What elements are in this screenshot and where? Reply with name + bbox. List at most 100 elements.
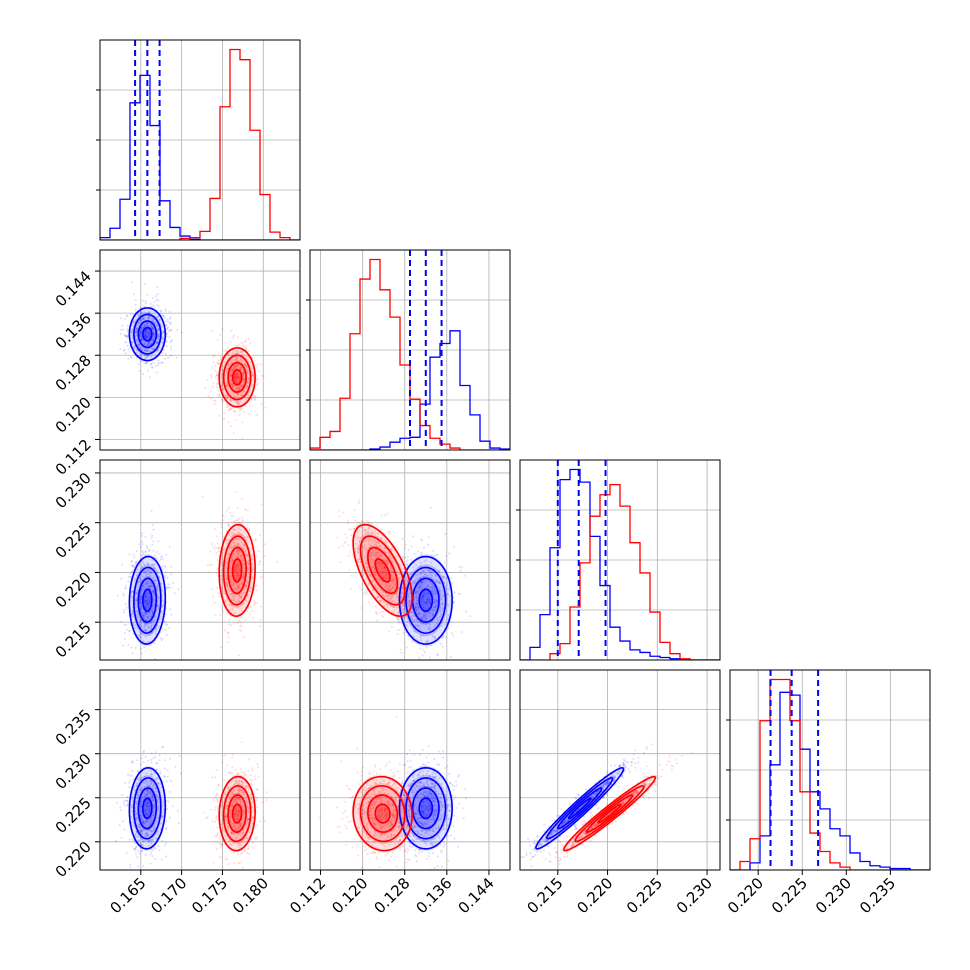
sample-point (148, 341, 151, 343)
sample-point (226, 631, 229, 634)
sample-point (163, 565, 166, 568)
sample-point (148, 802, 151, 804)
sample-point (425, 640, 428, 643)
sample-point (233, 375, 236, 378)
sample-point (142, 821, 145, 824)
sample-point (422, 648, 425, 651)
sample-point (222, 392, 225, 395)
sample-point (169, 348, 172, 351)
sample-point (160, 786, 163, 789)
sample-point (129, 346, 132, 349)
sample-point (169, 316, 172, 319)
sample-point (389, 597, 392, 600)
sample-point (372, 566, 375, 569)
sample-point (152, 591, 155, 594)
sample-point (432, 613, 435, 616)
sample-point (146, 619, 149, 622)
sample-point (150, 323, 152, 326)
sample-point (134, 833, 137, 835)
sample-point (146, 602, 149, 605)
sample-point (431, 585, 434, 588)
sample-point (226, 403, 229, 406)
sample-point (240, 386, 243, 389)
sample-point (376, 550, 379, 553)
sample-point (441, 607, 444, 610)
sample-point (404, 556, 407, 559)
sample-point (371, 541, 374, 544)
sample-point (233, 545, 236, 548)
sample-point (234, 818, 237, 821)
sample-point (220, 578, 223, 581)
sample-point (248, 853, 251, 855)
sample-point (236, 399, 239, 402)
sample-point (263, 555, 266, 558)
sample-point (242, 374, 245, 377)
sample-point (391, 560, 393, 563)
sample-point (373, 568, 376, 571)
sample-point (215, 547, 217, 550)
sample-point (239, 369, 242, 371)
sample-point (359, 536, 362, 539)
sample-point (431, 590, 433, 592)
sample-point (135, 592, 138, 594)
scatter-1-0 (119, 281, 267, 440)
sample-point (156, 586, 159, 588)
sample-point (421, 584, 424, 587)
sample-point (141, 614, 144, 617)
sample-point (229, 399, 232, 402)
sample-point (235, 548, 238, 551)
sample-point (237, 375, 240, 378)
sample-point (431, 587, 434, 590)
sample-point (232, 409, 235, 412)
sample-point (236, 336, 239, 338)
sample-point (148, 586, 151, 589)
sample-point (142, 865, 145, 868)
sample-point (213, 840, 216, 843)
histogram-step-blue (520, 468, 720, 660)
sample-point (216, 394, 219, 397)
sample-point (151, 590, 154, 593)
sample-point (425, 608, 428, 611)
sample-point (237, 827, 240, 829)
sample-point (257, 563, 260, 566)
sample-point (240, 596, 243, 598)
sample-point (361, 519, 363, 522)
sample-point (417, 606, 420, 609)
sample-point (131, 336, 134, 339)
sample-point (227, 641, 230, 644)
sample-point (224, 592, 227, 595)
sample-point (221, 399, 223, 402)
sample-point (245, 553, 248, 556)
sample-point (380, 565, 383, 568)
sample-point (150, 509, 153, 512)
sample-point (248, 758, 250, 761)
sample-point (258, 369, 261, 372)
sample-point (420, 551, 423, 554)
sample-point (154, 364, 157, 367)
sample-point (145, 335, 148, 338)
sample-point (240, 351, 243, 353)
sample-point (230, 831, 233, 834)
sample-point (134, 627, 136, 630)
sample-point (142, 750, 145, 752)
sample-point (238, 549, 241, 552)
sample-point (238, 386, 241, 389)
sample-point (227, 405, 229, 408)
sample-point (229, 341, 232, 344)
sample-point (151, 523, 154, 526)
sample-point (435, 600, 438, 603)
sample-point (237, 552, 240, 554)
sample-point (357, 500, 360, 502)
sample-point (242, 636, 245, 638)
density-fill-blue (404, 774, 448, 842)
sample-point (155, 303, 158, 306)
sample-point (142, 570, 145, 573)
sample-point (236, 556, 239, 559)
sample-point (379, 599, 382, 602)
sample-point (146, 799, 149, 802)
sample-point (132, 621, 135, 624)
sample-point (385, 562, 388, 565)
sample-point (239, 780, 242, 783)
sample-point (147, 625, 150, 628)
sample-point (247, 554, 249, 557)
